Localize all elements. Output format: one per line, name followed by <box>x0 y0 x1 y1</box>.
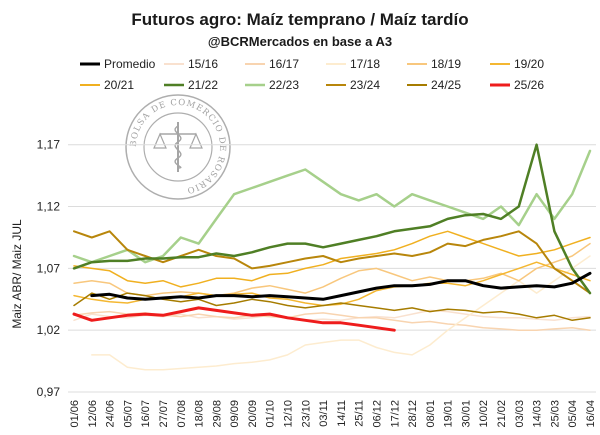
series-line-22-23 <box>72 149 592 264</box>
x-tick-label: 05/07 <box>122 400 134 428</box>
series-line-18-19 <box>73 242 591 297</box>
x-tick-label: 24/06 <box>105 400 117 428</box>
x-tick-label: 16/04 <box>585 400 597 428</box>
series-lines <box>72 143 592 371</box>
series-line-promedio <box>90 271 592 301</box>
legend-label-16-17: 16/17 <box>269 57 299 71</box>
watermark-seal-icon: BOLSA DE COMERCIO DE ROSARIO <box>125 94 231 200</box>
y-tick-label: 1,12 <box>37 200 61 214</box>
y-tick-label: 0,97 <box>37 385 61 399</box>
x-tick-label: 01/06 <box>69 400 81 428</box>
legend-label-promedio: Promedio <box>104 57 156 71</box>
x-tick-label: 07/08 <box>176 400 188 428</box>
y-tick-label: 1,02 <box>37 323 61 337</box>
series-line-25-26 <box>72 306 396 332</box>
legend-label-24-25: 24/25 <box>431 78 461 92</box>
series-line-21-22 <box>72 143 592 295</box>
x-tick-label: 08/01 <box>425 400 437 428</box>
x-axis: 01/06 12/06 24/06 05/07 16/07 27/07 07/08 18/08… <box>69 400 597 428</box>
x-tick-label: 25/03 <box>549 400 561 428</box>
y-tick-label: 1,07 <box>37 261 61 275</box>
x-tick-label: 12/06 <box>87 400 99 428</box>
x-tick-label: 01/10 <box>265 400 277 428</box>
x-tick-label: 17/12 <box>389 400 401 428</box>
legend-label-17-18: 17/18 <box>350 57 380 71</box>
x-tick-label: 05/04 <box>567 400 579 428</box>
x-tick-label: 14/11 <box>336 400 348 427</box>
x-tick-label: 27/07 <box>158 400 170 428</box>
x-tick-label: 16/07 <box>140 400 152 428</box>
legend-label-19-20: 19/20 <box>514 57 544 71</box>
chart-subtitle: @BCRMercados en base a A3 <box>208 34 392 49</box>
y-axis-label: Maiz ABR/ Maiz JUL <box>10 219 24 329</box>
x-tick-label: 19/01 <box>443 400 455 428</box>
chart-title: Futuros agro: Maíz temprano / Maíz tardí… <box>131 10 468 29</box>
x-tick-label: 03/03 <box>514 400 526 428</box>
x-tick-label: 29/08 <box>211 400 223 428</box>
x-tick-label: 18/08 <box>194 400 206 428</box>
x-tick-label: 30/01 <box>460 400 472 428</box>
grid <box>68 144 596 393</box>
x-tick-label: 28/12 <box>407 400 419 428</box>
x-tick-label: 12/10 <box>283 400 295 428</box>
y-tick-label: 1,17 <box>37 138 61 152</box>
x-tick-label: 10/02 <box>478 400 490 428</box>
legend-label-15-16: 15/16 <box>188 57 218 71</box>
legend-label-20-21: 20/21 <box>104 78 134 92</box>
legend-label-21-22: 21/22 <box>188 78 218 92</box>
legend-label-22-23: 22/23 <box>269 78 299 92</box>
y-axis: 0,97 1,02 1,07 1,12 1,17 <box>37 138 61 399</box>
legend-label-23-24: 23/24 <box>350 78 380 92</box>
series-line-23-24 <box>73 230 591 295</box>
x-tick-label: 14/03 <box>532 400 544 428</box>
legend-label-25-26: 25/26 <box>514 78 544 92</box>
series-line-20-21 <box>73 230 591 288</box>
x-tick-label: 09/09 <box>229 400 241 428</box>
x-tick-label: 06/12 <box>371 400 383 428</box>
legend-label-18-19: 18/19 <box>431 57 461 71</box>
x-tick-label: 03/11 <box>318 400 330 427</box>
x-tick-label: 25/11 <box>354 400 366 427</box>
legend: Promedio 15/16 16/17 17/18 18/19 19/20 20/21 21… <box>80 57 544 92</box>
x-tick-label: 23/10 <box>300 400 312 428</box>
x-tick-label: 21/02 <box>496 400 508 428</box>
x-tick-label: 20/09 <box>247 400 259 428</box>
